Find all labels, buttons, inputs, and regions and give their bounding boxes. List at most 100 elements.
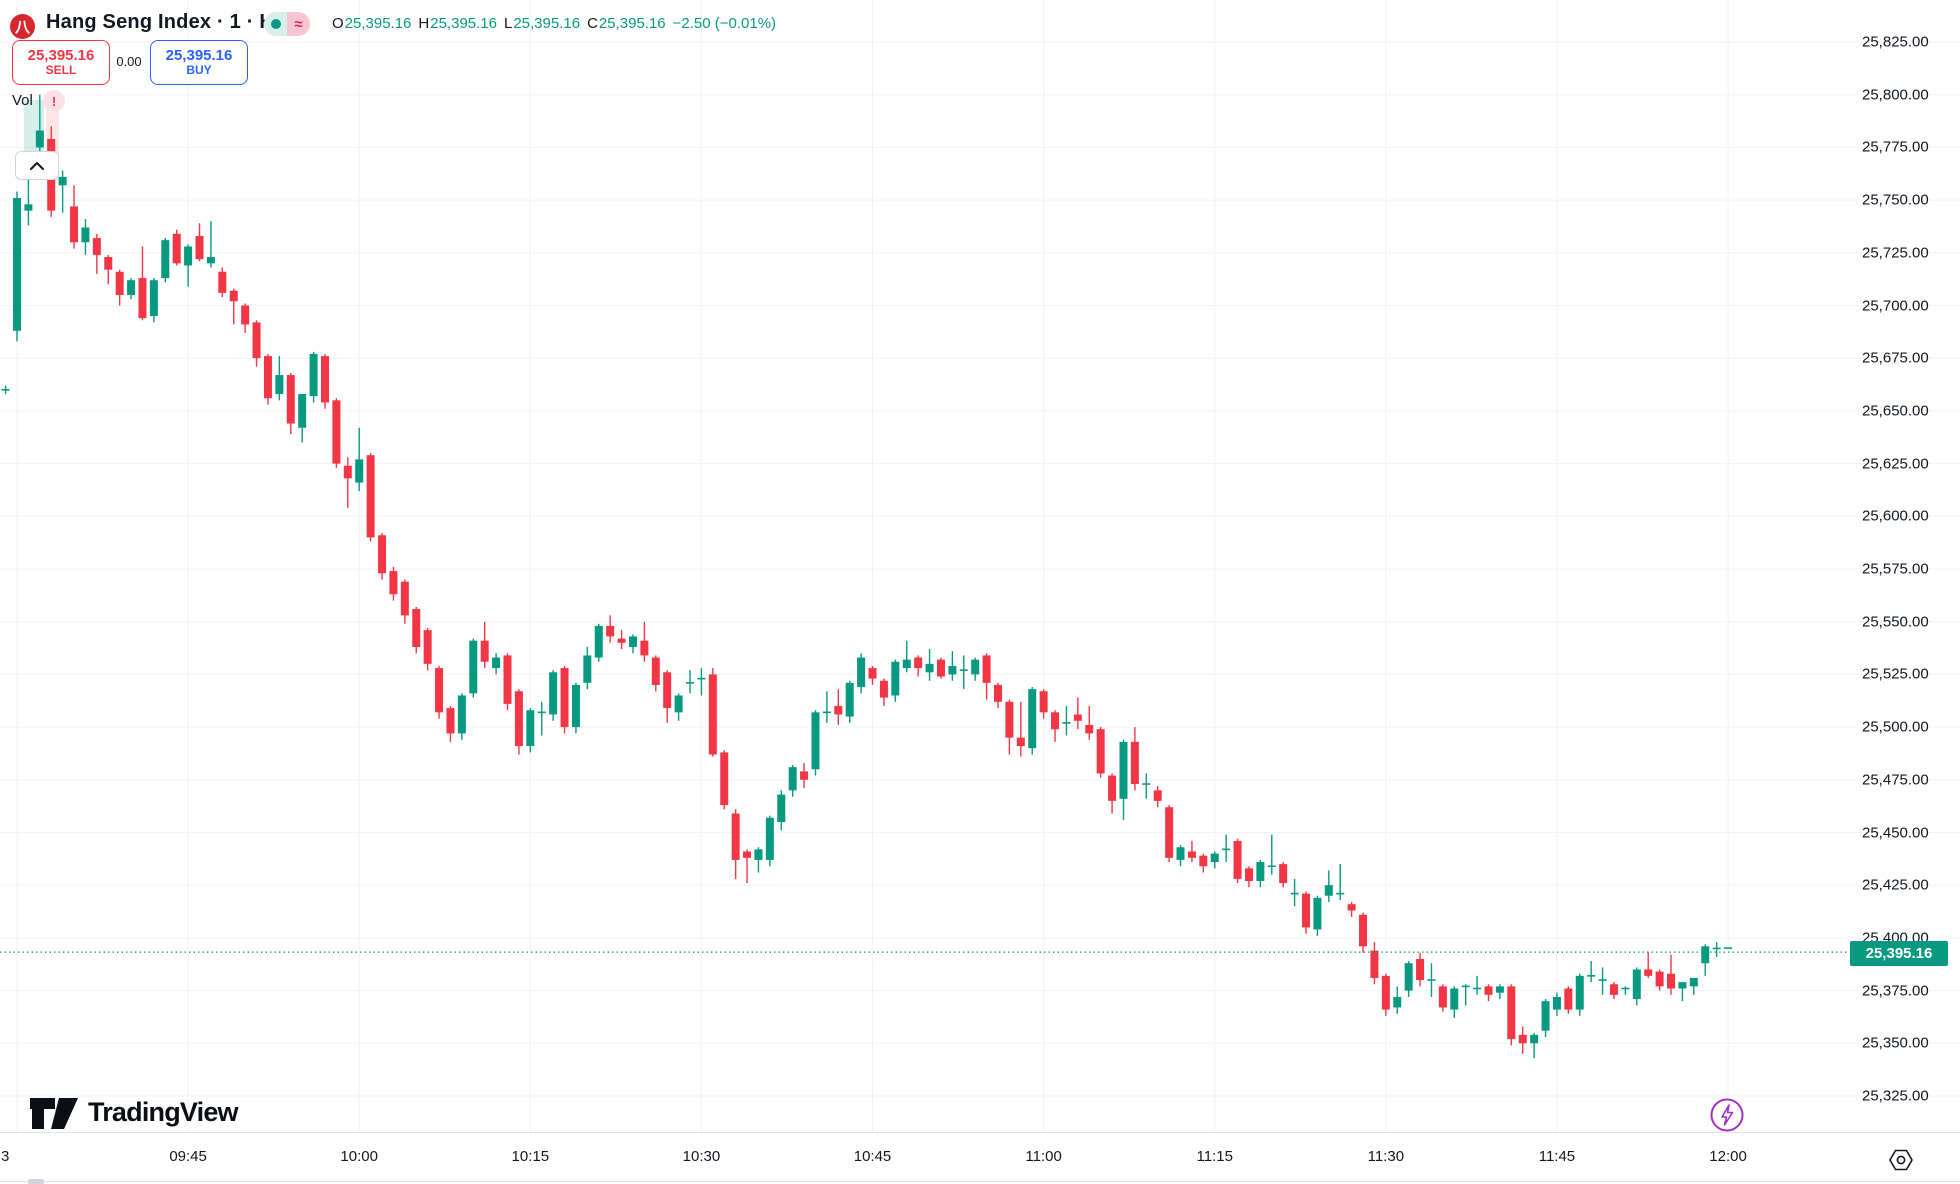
candle-body (104, 257, 113, 270)
price-axis-label: 25,675.00 (1862, 349, 1929, 367)
candle-body (469, 640, 478, 694)
candle-body (1039, 691, 1048, 713)
candle-body (1210, 853, 1219, 863)
candle-body (720, 752, 729, 806)
time-axis-label: 10:15 (511, 1148, 550, 1165)
candle-body (1016, 737, 1025, 747)
candle-body (1530, 1034, 1539, 1044)
candle-body (1256, 862, 1265, 881)
candle-body (58, 176, 67, 186)
candle-body (218, 271, 227, 293)
candle-body (845, 682, 854, 717)
lightning-button[interactable] (1709, 1097, 1745, 1133)
candle-body (1359, 914, 1368, 947)
candle-body (35, 130, 44, 148)
candle-body (914, 657, 923, 669)
candle-body (1153, 790, 1162, 801)
market-open-dot-icon (270, 19, 281, 29)
low-value: 25,395.16 (513, 15, 581, 32)
collapse-pane-button[interactable] (15, 151, 59, 180)
candle-body (1393, 996, 1402, 1008)
candle-body (1644, 969, 1653, 976)
candle-body (948, 665, 957, 675)
candle-body (1461, 985, 1470, 988)
price-axis-label: 25,350.00 (1862, 1034, 1929, 1052)
candle-body (628, 636, 637, 647)
buy-button[interactable]: 25,395.16 BUY (150, 40, 248, 85)
candle-body (1689, 977, 1698, 987)
candle-body (925, 663, 934, 673)
candle-body (138, 278, 147, 319)
sell-label: SELL (45, 63, 77, 78)
candle-body (92, 238, 101, 255)
candle-body (788, 767, 797, 791)
candle-body (161, 240, 170, 279)
symbol-title[interactable]: Hang Seng Index · 1 · HSI (46, 11, 294, 33)
open-label: O (332, 15, 344, 32)
price-axis-label: 25,800.00 (1862, 86, 1929, 104)
candle-body (537, 711, 546, 714)
candle-body (1, 389, 10, 391)
candle-body (1108, 775, 1117, 801)
candle-body (754, 849, 763, 860)
candle-body (1609, 984, 1618, 995)
chevron-up-icon (30, 162, 44, 170)
buy-label: BUY (186, 63, 212, 78)
tradingview-branding[interactable]: TradingView (28, 1094, 239, 1130)
candle-body (1621, 987, 1630, 990)
time-axis-label: 11:00 (1025, 1148, 1062, 1165)
candle-body (263, 356, 272, 399)
candle-body (1507, 986, 1516, 1040)
volume-warning-icon[interactable]: ! (43, 90, 65, 112)
candle-body (275, 375, 284, 395)
candle-body (1267, 865, 1276, 868)
candle-body (857, 657, 866, 688)
price-axis-label: 25,475.00 (1862, 771, 1929, 789)
sell-button[interactable]: 25,395.16 SELL (12, 40, 110, 85)
candle-body (400, 581, 409, 616)
market-open-indicator (264, 12, 287, 36)
high-label: H (418, 15, 430, 32)
bottom-toolbar-fragment (28, 1179, 44, 1184)
time-settings-button[interactable] (1888, 1148, 1914, 1172)
candle-body (936, 659, 945, 677)
candle-body (252, 322, 261, 359)
candle-body (1233, 840, 1242, 879)
candle-body (1450, 988, 1459, 1010)
candle-body (1062, 722, 1071, 724)
candle-body (800, 771, 809, 780)
candle-body (1370, 950, 1379, 978)
candle-body (13, 197, 21, 331)
volume-indicator-title[interactable]: Vol (12, 92, 33, 109)
price-axis-label: 25,650.00 (1862, 402, 1929, 420)
candle-body (571, 684, 580, 728)
candle-body (1222, 848, 1231, 851)
candle-body (891, 661, 900, 696)
candle-body (1564, 988, 1573, 1010)
candle-body (457, 695, 466, 734)
chart-bottom-border (0, 1132, 1960, 1133)
market-status-pill[interactable]: ≈ (264, 12, 310, 36)
candle-body (1587, 975, 1596, 977)
candle-body (1199, 855, 1208, 867)
candle-body (1244, 868, 1253, 881)
candle-body (868, 668, 877, 679)
candle-body (1142, 783, 1151, 785)
candle-body (663, 672, 672, 709)
time-axis-partial-label: 3 (1, 1148, 10, 1165)
candle-body (549, 672, 558, 715)
candle-body (902, 659, 911, 669)
candle-body (1701, 946, 1710, 964)
candle-body (1416, 958, 1425, 981)
time-axis-label: 10:00 (340, 1148, 378, 1165)
candle-body (446, 708, 455, 734)
candle-body (994, 684, 1003, 702)
candle-body (1495, 986, 1504, 993)
candle-body (743, 851, 752, 858)
price-axis-label: 25,725.00 (1862, 244, 1929, 262)
tradingview-logo-text: TradingView (88, 1096, 239, 1127)
candle-body (1005, 701, 1014, 738)
lightning-bolt-icon (1710, 1098, 1744, 1132)
